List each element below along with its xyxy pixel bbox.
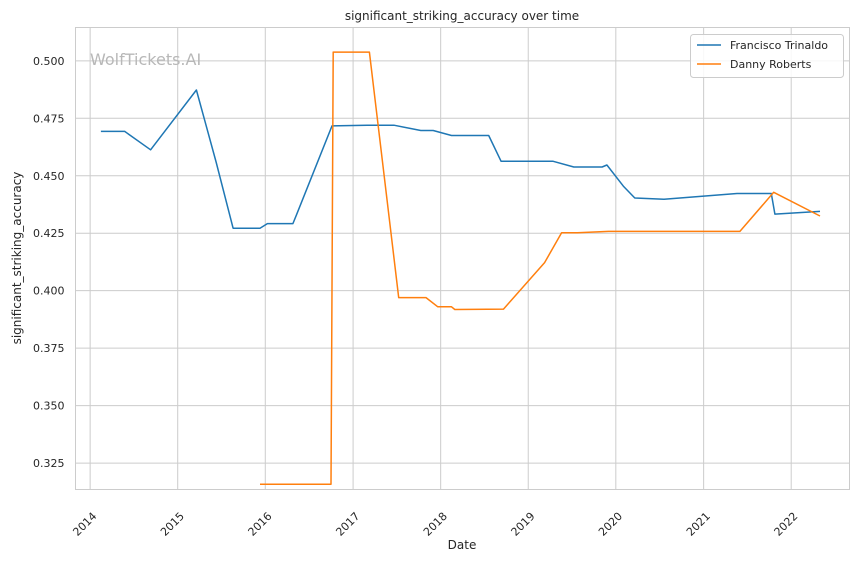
y-tick-label: 0.325: [33, 457, 65, 470]
y-tick-labels: 0.325 0.350 0.375 0.400 0.425 0.450 0.475 0.500: [33, 55, 65, 470]
legend-label-francisco-trinaldo: Francisco Trinaldo: [730, 39, 828, 52]
series-line-0: [100, 89, 821, 229]
x-tick-label: 2021: [684, 510, 713, 539]
x-tick-label: 2017: [333, 510, 362, 539]
x-tick-label: 2022: [771, 510, 800, 539]
grid: [75, 27, 850, 490]
y-tick-label: 0.475: [33, 112, 65, 125]
x-tick-label: 2018: [421, 510, 450, 539]
y-tick-label: 0.425: [33, 227, 65, 240]
x-tick-labels: 2014 2015 2016 2017 2018 2019 2020 2021 2022: [70, 510, 800, 539]
x-tick-label: 2020: [596, 510, 625, 539]
x-tick-label: 2016: [246, 510, 275, 539]
x-tick-label: 2019: [509, 510, 538, 539]
y-tick-label: 0.450: [33, 170, 65, 183]
y-axis-title: significant_striking_accuracy: [10, 172, 24, 345]
y-tick-label: 0.350: [33, 400, 65, 413]
chart-title: significant_striking_accuracy over time: [345, 9, 579, 23]
series-line-1: [260, 51, 821, 485]
legend: Francisco Trinaldo Danny Roberts: [690, 34, 844, 78]
y-tick-label: 0.400: [33, 285, 65, 298]
x-tick-label: 2015: [158, 510, 187, 539]
plot-area: [75, 27, 850, 490]
legend-label-danny-roberts: Danny Roberts: [730, 58, 812, 71]
x-axis-title: Date: [448, 538, 477, 552]
legend-box: [690, 34, 844, 78]
watermark: WolfTickets.AI: [90, 50, 201, 69]
x-tick-label: 2014: [70, 510, 99, 539]
series-layer: [100, 51, 821, 485]
y-tick-label: 0.500: [33, 55, 65, 68]
y-tick-label: 0.375: [33, 342, 65, 355]
